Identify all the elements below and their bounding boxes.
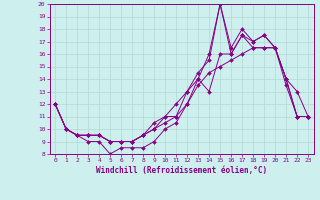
- X-axis label: Windchill (Refroidissement éolien,°C): Windchill (Refroidissement éolien,°C): [96, 166, 267, 175]
